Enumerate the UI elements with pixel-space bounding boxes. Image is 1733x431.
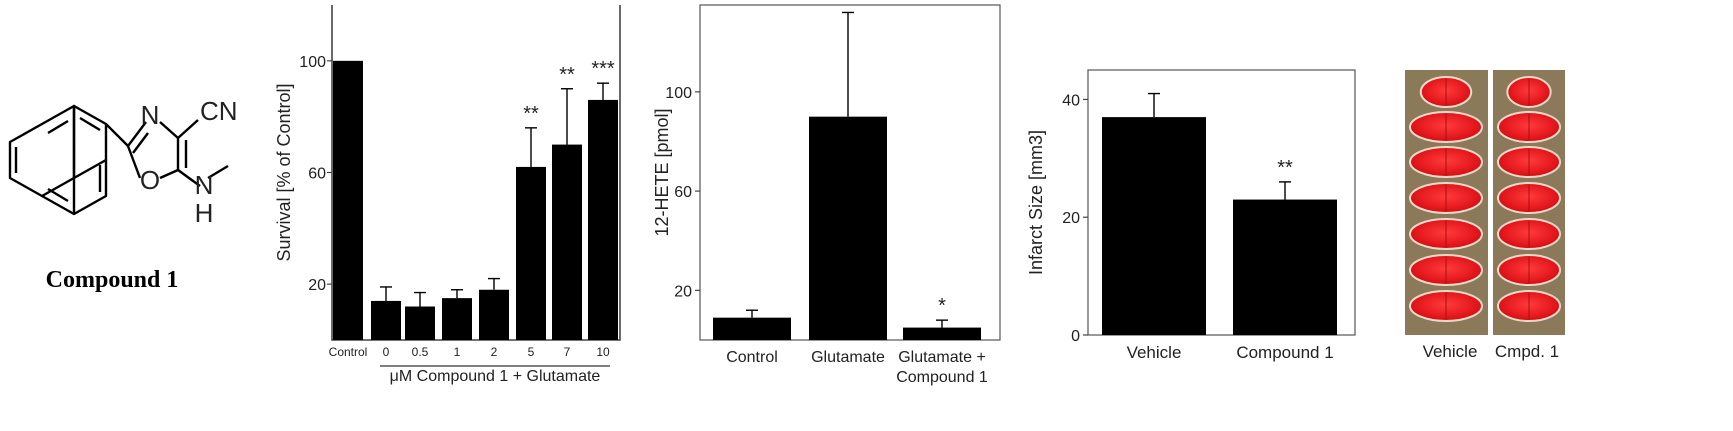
compound-slices: [1497, 76, 1561, 322]
y-tick-label: 20: [674, 283, 692, 300]
bar: [405, 306, 435, 340]
category-label: 1: [454, 345, 461, 359]
brain-label-vehicle: Vehicle: [1423, 342, 1478, 361]
structure-caption: Compound 1: [46, 267, 179, 293]
y-tick-label: 60: [674, 184, 692, 201]
y-tick-label: 100: [665, 85, 692, 102]
y-tick-label: 20: [308, 277, 326, 294]
survival-chart: 20 60 100 Survival [% of Control] Control 0 0.…: [274, 5, 621, 385]
bar: [333, 60, 363, 340]
vehicle-slices: [1409, 76, 1483, 322]
bar: [442, 298, 472, 340]
significance-marker: *: [938, 295, 946, 317]
category-label: 2: [491, 345, 498, 359]
significance-marker: **: [1277, 157, 1293, 179]
bar: [809, 116, 887, 341]
hete-chart: 20 60 100 12-HETE [pmol] Control Glutamate * Gl…: [652, 4, 1001, 386]
atom-o-label: O: [140, 165, 160, 195]
atom-n-label: N: [141, 100, 160, 130]
amine-h-label: H: [195, 198, 214, 228]
y-axis-label: Survival [% of Control]: [274, 83, 294, 261]
bar: [1102, 117, 1206, 335]
bar: [1233, 199, 1337, 335]
bar: [371, 300, 401, 340]
category-label: Compound 1: [1236, 343, 1333, 362]
category-label: Glutamate: [811, 349, 885, 366]
y-tick-label: 0: [1071, 328, 1080, 345]
brain-slices-photo: [1405, 70, 1565, 335]
bar: [588, 99, 618, 341]
category-label: Compound 1: [896, 369, 988, 386]
plot-frame: [1087, 69, 1356, 336]
x-axis-label: μM Compound 1 + Glutamate: [390, 368, 601, 385]
bar: [903, 327, 981, 340]
significance-marker: **: [523, 103, 539, 125]
category-label: Control: [329, 345, 368, 359]
y-tick-label: 40: [1062, 92, 1080, 109]
bar: [516, 166, 546, 340]
chemical-structure: [8, 104, 229, 216]
infarct-chart: 0 20 40 Infarct Size [mm3] Vehicle ** Compound…: [1026, 69, 1356, 362]
y-axis-label: Infarct Size [mm3]: [1026, 130, 1046, 275]
significance-marker: **: [559, 64, 575, 86]
y-tick-label: 60: [308, 166, 326, 183]
category-label: 0.5: [412, 345, 429, 359]
y-tick-label: 20: [1062, 210, 1080, 227]
significance-marker: ***: [591, 58, 615, 80]
category-label: 0: [383, 345, 390, 359]
bar: [552, 144, 582, 340]
y-tick-label: 100: [299, 54, 326, 71]
category-label: Glutamate +: [898, 349, 986, 366]
category-label: Control: [726, 349, 778, 366]
category-label: 10: [596, 345, 610, 359]
bar: [713, 317, 791, 340]
category-label: Vehicle: [1127, 343, 1182, 362]
bar: [479, 289, 509, 340]
category-label: 5: [528, 345, 535, 359]
category-label: 7: [564, 345, 571, 359]
naphthalene-ring-b-lower: [41, 160, 108, 216]
naphthalene-ring-a: [8, 104, 76, 198]
y-axis-label: 12-HETE [pmol]: [652, 108, 672, 236]
cyano-label: CN: [200, 96, 238, 126]
brain-label-compound: Cmpd. 1: [1495, 342, 1559, 361]
amine-n-label: N: [195, 170, 214, 200]
